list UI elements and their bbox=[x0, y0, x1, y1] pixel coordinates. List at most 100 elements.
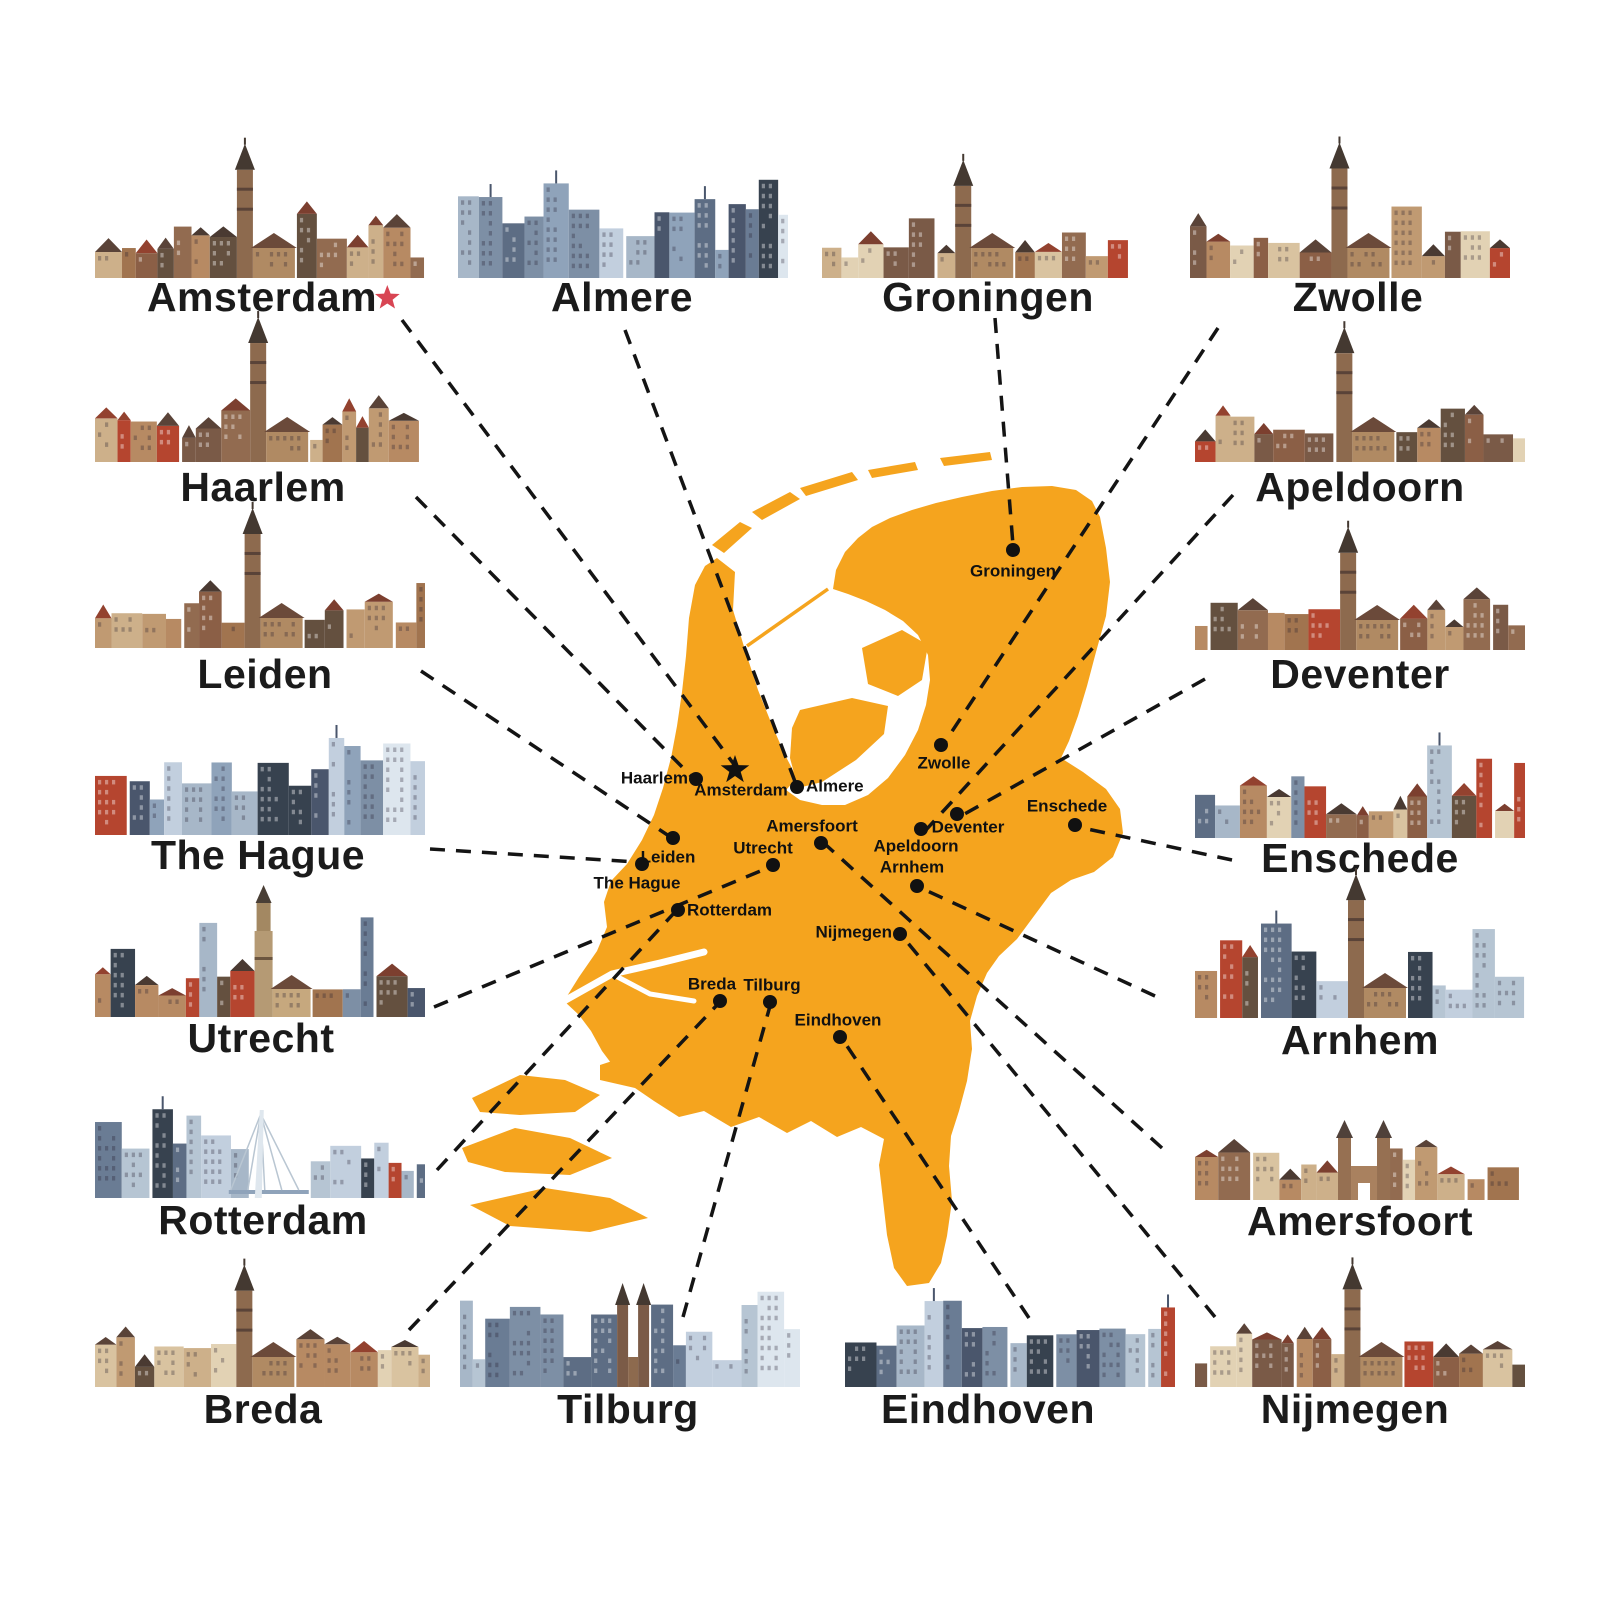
window bbox=[234, 805, 239, 810]
window bbox=[1263, 997, 1268, 1003]
city-label-deventer: Deventer bbox=[932, 817, 1005, 836]
window bbox=[363, 981, 367, 986]
skyline-deventer: Deventer bbox=[1195, 520, 1525, 697]
window bbox=[855, 1346, 859, 1351]
window bbox=[1437, 799, 1441, 804]
window bbox=[213, 1348, 218, 1353]
window bbox=[314, 633, 318, 639]
window bbox=[386, 241, 390, 247]
church-tower bbox=[244, 533, 261, 648]
window bbox=[1227, 626, 1231, 632]
capital-star-marker-amsterdam bbox=[720, 755, 750, 783]
roof bbox=[1415, 1139, 1438, 1148]
nave-roof bbox=[1354, 605, 1401, 620]
window bbox=[155, 1113, 159, 1118]
window bbox=[145, 627, 149, 633]
window bbox=[374, 605, 378, 611]
city-dot-haarlem bbox=[689, 772, 703, 786]
building bbox=[1266, 796, 1292, 838]
window bbox=[98, 799, 102, 805]
building bbox=[654, 212, 670, 278]
building bbox=[943, 1300, 962, 1387]
window bbox=[267, 786, 271, 792]
window bbox=[879, 1349, 883, 1355]
building bbox=[1253, 237, 1269, 278]
window bbox=[202, 936, 206, 942]
window bbox=[768, 193, 772, 199]
window bbox=[608, 1338, 612, 1344]
window bbox=[370, 804, 374, 809]
building bbox=[185, 978, 200, 1017]
window bbox=[767, 1295, 771, 1301]
window bbox=[189, 1159, 193, 1165]
window bbox=[1164, 1331, 1168, 1336]
window bbox=[218, 1159, 222, 1164]
window bbox=[1437, 809, 1441, 814]
window bbox=[787, 1343, 791, 1348]
roof bbox=[1236, 1323, 1253, 1334]
building bbox=[1215, 415, 1231, 462]
window bbox=[1307, 437, 1312, 442]
window bbox=[1380, 634, 1384, 639]
window bbox=[781, 258, 785, 264]
city-dot-enschede bbox=[1068, 818, 1082, 832]
window bbox=[188, 992, 193, 997]
building bbox=[1061, 232, 1086, 278]
window bbox=[140, 445, 144, 451]
window bbox=[298, 819, 302, 825]
church-tower bbox=[1344, 1289, 1361, 1387]
skyline-the-hague: The Hague bbox=[95, 724, 425, 878]
window bbox=[629, 260, 633, 265]
building bbox=[374, 1142, 389, 1198]
window bbox=[98, 432, 102, 437]
window bbox=[1430, 613, 1434, 619]
building bbox=[1125, 1334, 1146, 1387]
building bbox=[95, 974, 111, 1017]
window bbox=[1391, 1371, 1395, 1376]
skyline-enschede: Enschede bbox=[1195, 732, 1525, 881]
window bbox=[992, 1370, 996, 1376]
window bbox=[162, 1173, 166, 1178]
window bbox=[1391, 1361, 1395, 1366]
window bbox=[602, 232, 606, 237]
building bbox=[1494, 976, 1525, 1018]
roof bbox=[1417, 419, 1441, 428]
window bbox=[1064, 236, 1069, 242]
building bbox=[485, 1318, 510, 1387]
window bbox=[1504, 1181, 1508, 1186]
window bbox=[260, 786, 264, 792]
window bbox=[1403, 622, 1407, 628]
city-label-almere: Almere bbox=[806, 776, 864, 795]
building bbox=[1161, 1307, 1175, 1387]
window bbox=[347, 790, 351, 795]
window bbox=[715, 1364, 719, 1369]
window bbox=[862, 1356, 866, 1361]
window bbox=[1036, 1369, 1040, 1374]
roof bbox=[1195, 429, 1216, 442]
window bbox=[679, 226, 683, 232]
window bbox=[527, 220, 531, 226]
window bbox=[543, 1348, 547, 1353]
window bbox=[231, 424, 235, 429]
church-spire bbox=[1346, 874, 1367, 901]
building bbox=[841, 257, 859, 278]
building bbox=[1010, 1343, 1027, 1387]
window bbox=[704, 253, 708, 258]
window bbox=[189, 1119, 193, 1125]
city-dot-deventer bbox=[950, 807, 964, 821]
window bbox=[98, 1146, 102, 1151]
building bbox=[1489, 248, 1510, 278]
window bbox=[1384, 1371, 1388, 1376]
roof bbox=[1482, 1341, 1513, 1350]
window bbox=[391, 434, 395, 440]
nave-roof bbox=[1358, 1342, 1405, 1357]
building bbox=[296, 213, 317, 278]
window bbox=[269, 436, 273, 441]
window bbox=[1482, 963, 1486, 968]
window bbox=[1315, 1353, 1319, 1358]
window bbox=[1479, 792, 1483, 798]
roof bbox=[346, 234, 369, 248]
building bbox=[195, 428, 222, 462]
window bbox=[495, 1362, 499, 1368]
window bbox=[985, 1370, 989, 1376]
